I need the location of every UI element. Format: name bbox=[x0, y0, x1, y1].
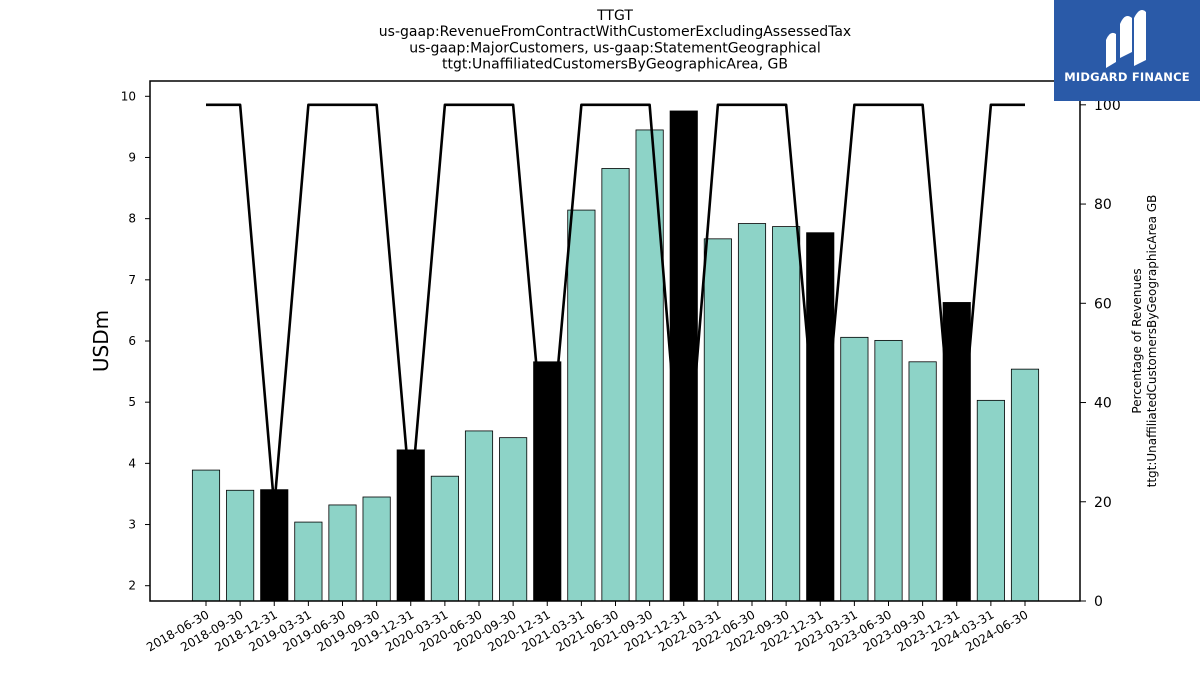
y-tick-label-left: 8 bbox=[128, 212, 136, 226]
chart-title-line: ttgt:UnaffiliatedCustomersByGeographicAr… bbox=[442, 57, 788, 73]
bar bbox=[874, 339, 903, 602]
y-axis-label-right-line-2: ttgt:UnaffiliatedCustomersByGeographicAr… bbox=[1145, 195, 1159, 488]
bar bbox=[601, 168, 630, 602]
bar bbox=[806, 232, 835, 602]
bar bbox=[737, 223, 767, 602]
bars bbox=[191, 110, 1040, 602]
bar bbox=[362, 496, 391, 602]
y-axis-label-right-line-1: Percentage of Revenues bbox=[1130, 268, 1144, 413]
y-tick-label-left: 10 bbox=[121, 89, 136, 103]
bar bbox=[772, 226, 801, 602]
bar bbox=[976, 399, 1005, 602]
bar bbox=[294, 521, 323, 602]
y-tick-label-right: 100 bbox=[1094, 98, 1121, 114]
x-axis: 2018-06-302018-09-302018-12-312019-03-31… bbox=[144, 601, 1031, 654]
y-tick-label-right: 80 bbox=[1094, 197, 1112, 213]
bar bbox=[942, 302, 971, 602]
bar bbox=[499, 437, 528, 602]
chart-title-line: TTGT bbox=[596, 8, 633, 24]
y-tick-label-left: 2 bbox=[128, 579, 136, 593]
logo-mark-icon bbox=[1106, 10, 1146, 68]
bar bbox=[669, 110, 698, 602]
y-tick-label-left: 7 bbox=[128, 273, 136, 287]
y-tick-label-right: 40 bbox=[1094, 396, 1112, 412]
logo-text: MIDGARD FINANCE bbox=[1064, 70, 1190, 84]
y-tick-label-right: 0 bbox=[1094, 594, 1103, 610]
bar bbox=[703, 238, 732, 602]
chart-title-line: us-gaap:MajorCustomers, us-gaap:Statemen… bbox=[409, 40, 821, 56]
bar bbox=[567, 209, 596, 602]
y-tick-label-right: 20 bbox=[1094, 495, 1112, 511]
y-tick-label-left: 5 bbox=[128, 395, 136, 409]
bar bbox=[1010, 368, 1040, 602]
y-tick-label-left: 6 bbox=[128, 334, 136, 348]
bar bbox=[191, 469, 221, 602]
bar bbox=[635, 129, 664, 602]
y-axis-left: 2 3 4 5 6 7 8 9 10 bbox=[121, 89, 150, 593]
y-tick-label-left: 3 bbox=[128, 518, 136, 532]
bar bbox=[908, 361, 937, 602]
percentage-line-series bbox=[205, 103, 1026, 523]
y-axis-label-left: USDm bbox=[89, 310, 113, 372]
y-axis-right: 0 20 40 60 80 100 bbox=[1080, 98, 1121, 610]
bar bbox=[840, 336, 869, 602]
bar bbox=[396, 449, 425, 602]
y-tick-label-left: 4 bbox=[128, 456, 136, 470]
chart-title: TTGTus-gaap:RevenueFromContractWithCusto… bbox=[379, 8, 851, 73]
bar bbox=[260, 489, 289, 602]
bar bbox=[226, 489, 255, 602]
bar bbox=[430, 475, 459, 602]
bar bbox=[464, 430, 494, 602]
y-tick-label-left: 9 bbox=[128, 150, 136, 164]
bar bbox=[328, 504, 357, 602]
chart-title-line: us-gaap:RevenueFromContractWithCustomerE… bbox=[379, 24, 851, 40]
y-tick-label-right: 60 bbox=[1094, 296, 1112, 312]
midgard-finance-logo: MIDGARD FINANCE bbox=[1054, 0, 1200, 101]
